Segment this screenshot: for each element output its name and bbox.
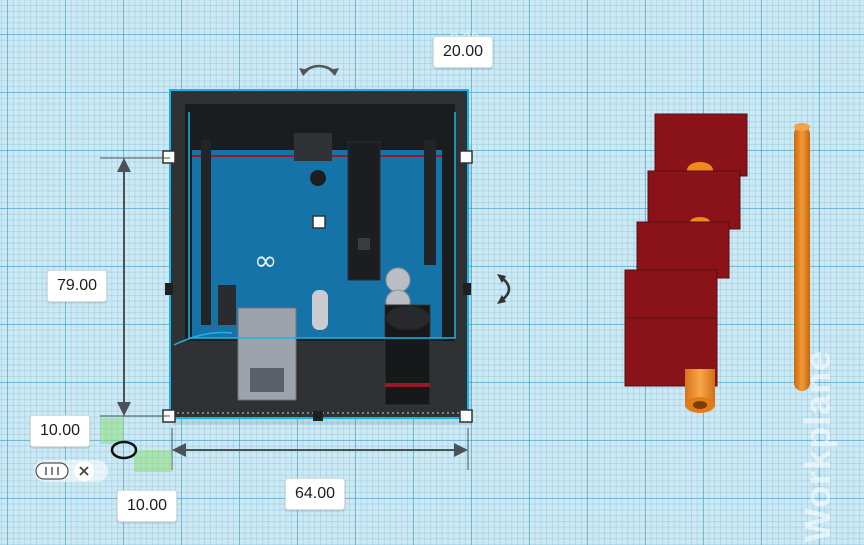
arduino-logo: ∞ — [254, 244, 277, 277]
handle-left-mid[interactable] — [165, 283, 173, 295]
chip-notch — [358, 238, 370, 250]
offset-y-input[interactable]: 10.00 — [30, 415, 90, 447]
origin-offset-indicator — [100, 418, 172, 472]
offset-x-input[interactable]: 10.00 — [117, 490, 177, 522]
rotate-arrow-icon[interactable] — [299, 64, 339, 76]
handle-bottom-right[interactable] — [459, 409, 473, 423]
red-block[interactable] — [624, 269, 718, 325]
handle-top-left[interactable] — [162, 150, 176, 164]
capacitor-1 — [385, 267, 411, 293]
selection-handles[interactable] — [162, 150, 473, 423]
snap-controls — [34, 460, 108, 482]
origin-ring[interactable] — [110, 440, 138, 460]
icsp-header — [294, 133, 332, 161]
handle-height[interactable] — [312, 215, 326, 229]
handle-bottom-mid[interactable] — [313, 411, 323, 421]
orange-cylinder-hole — [693, 401, 707, 409]
small-header — [218, 285, 236, 325]
depth-dimension-line — [100, 157, 170, 417]
inner-curve — [173, 331, 233, 346]
header-right — [424, 140, 436, 265]
workplane-watermark: Workplane — [796, 349, 838, 543]
header-left — [201, 140, 211, 325]
depth-dimension-input[interactable]: 79.00 — [47, 270, 107, 302]
power-jack-stripe — [385, 383, 430, 387]
height-dimension-input[interactable]: 20.00 — [433, 36, 493, 68]
inner-selection-outline — [188, 112, 456, 339]
handle-right-mid[interactable] — [463, 283, 471, 295]
orange-rod[interactable] — [794, 123, 810, 391]
crystal-oscillator — [312, 290, 328, 330]
rotate-arrow-icon[interactable] — [497, 274, 511, 304]
red-block-stack[interactable] — [624, 113, 748, 413]
power-jack-top — [386, 306, 430, 330]
microcontroller-chip — [347, 141, 381, 281]
usb-opening — [250, 368, 284, 392]
width-dimension-input[interactable]: 64.00 — [285, 478, 345, 510]
reset-button — [310, 170, 326, 186]
handle-top-right[interactable] — [459, 150, 473, 164]
ruler-snap-icon[interactable] — [34, 460, 70, 482]
width-dimension-line — [171, 428, 469, 470]
red-block[interactable] — [636, 221, 730, 279]
arduino-case[interactable]: ∞ — [169, 89, 469, 419]
close-icon[interactable] — [70, 460, 98, 482]
